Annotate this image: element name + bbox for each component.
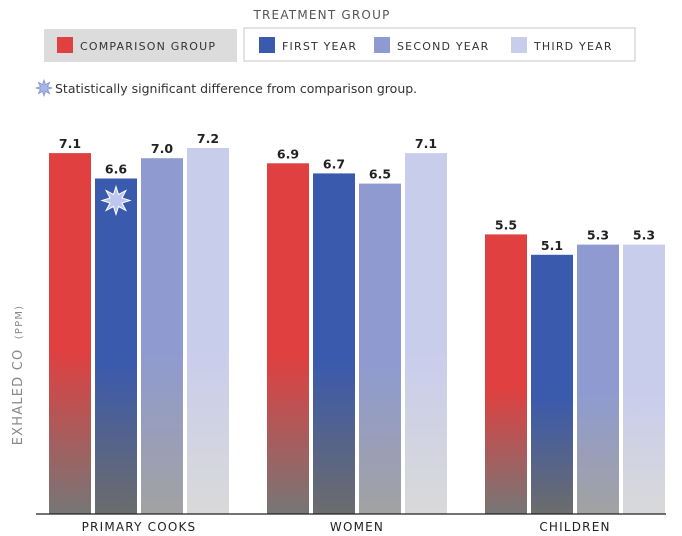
bar-value-label: 7.0 [151,141,173,156]
bar [141,158,183,514]
significance-note-text: Statistically significant difference fro… [55,81,417,96]
bar-value-label: 6.9 [277,146,299,161]
legend-label-comparison: COMPARISON GROUP [80,40,216,53]
x-tick-label: PRIMARY COOKS [82,520,197,534]
legend-swatch-second-year [374,37,390,53]
bar [187,148,229,514]
bar-value-label: 5.1 [541,238,563,253]
significance-note: Statistically significant difference fro… [35,79,417,97]
legend-label-second-year: SECOND YEAR [397,40,490,53]
bar-value-label: 7.1 [415,136,437,151]
bar-value-label: 6.7 [323,156,345,171]
bar [95,178,137,514]
y-axis-label-main: EXHALED CO [11,349,26,446]
bar-value-label: 5.3 [587,228,609,243]
legend-swatch-third-year [511,37,527,53]
bar-value-label: 6.5 [369,167,391,182]
x-tick-label: WOMEN [330,520,384,534]
bar [267,163,309,515]
bar-value-label: 5.5 [495,217,517,232]
bar [577,244,619,514]
significance-markers-layer [100,184,132,217]
legend-swatch-first-year [259,37,275,53]
x-axis-ticks: PRIMARY COOKS WOMEN CHILDREN [82,520,610,534]
bar-value-label: 6.6 [105,162,127,177]
significance-star-icon [100,184,132,217]
legend-swatch-comparison [57,37,73,53]
bar-value-label: 7.2 [197,131,219,146]
bar [405,153,447,514]
legend-label-third-year: THIRD YEAR [533,40,613,53]
bar [485,234,527,514]
legend-comparison-box [44,29,237,62]
legend-title: TREATMENT GROUP [252,8,390,22]
bar-value-label: 5.3 [633,228,655,243]
bar [531,254,573,515]
bar [49,153,91,514]
legend: TREATMENT GROUP COMPARISON GROUP FIRST Y… [44,8,636,62]
y-axis-label-unit: (PPM) [14,305,25,340]
value-labels-layer: 7.1 6.6 7.0 7.2 6.9 6.7 6.5 7.1 5.5 5.1 5.3 5.3 [59,131,655,253]
bar-value-label: 7.1 [59,136,81,151]
star-burst-icon [35,79,53,97]
y-axis-label: EXHALED CO (PPM) [11,305,26,446]
legend-treatment-box [243,27,636,62]
bar [623,244,665,514]
bars-layer [49,148,665,515]
legend-label-first-year: FIRST YEAR [282,40,357,53]
bar [359,183,401,514]
bar [313,173,355,514]
x-tick-label: CHILDREN [539,520,610,534]
